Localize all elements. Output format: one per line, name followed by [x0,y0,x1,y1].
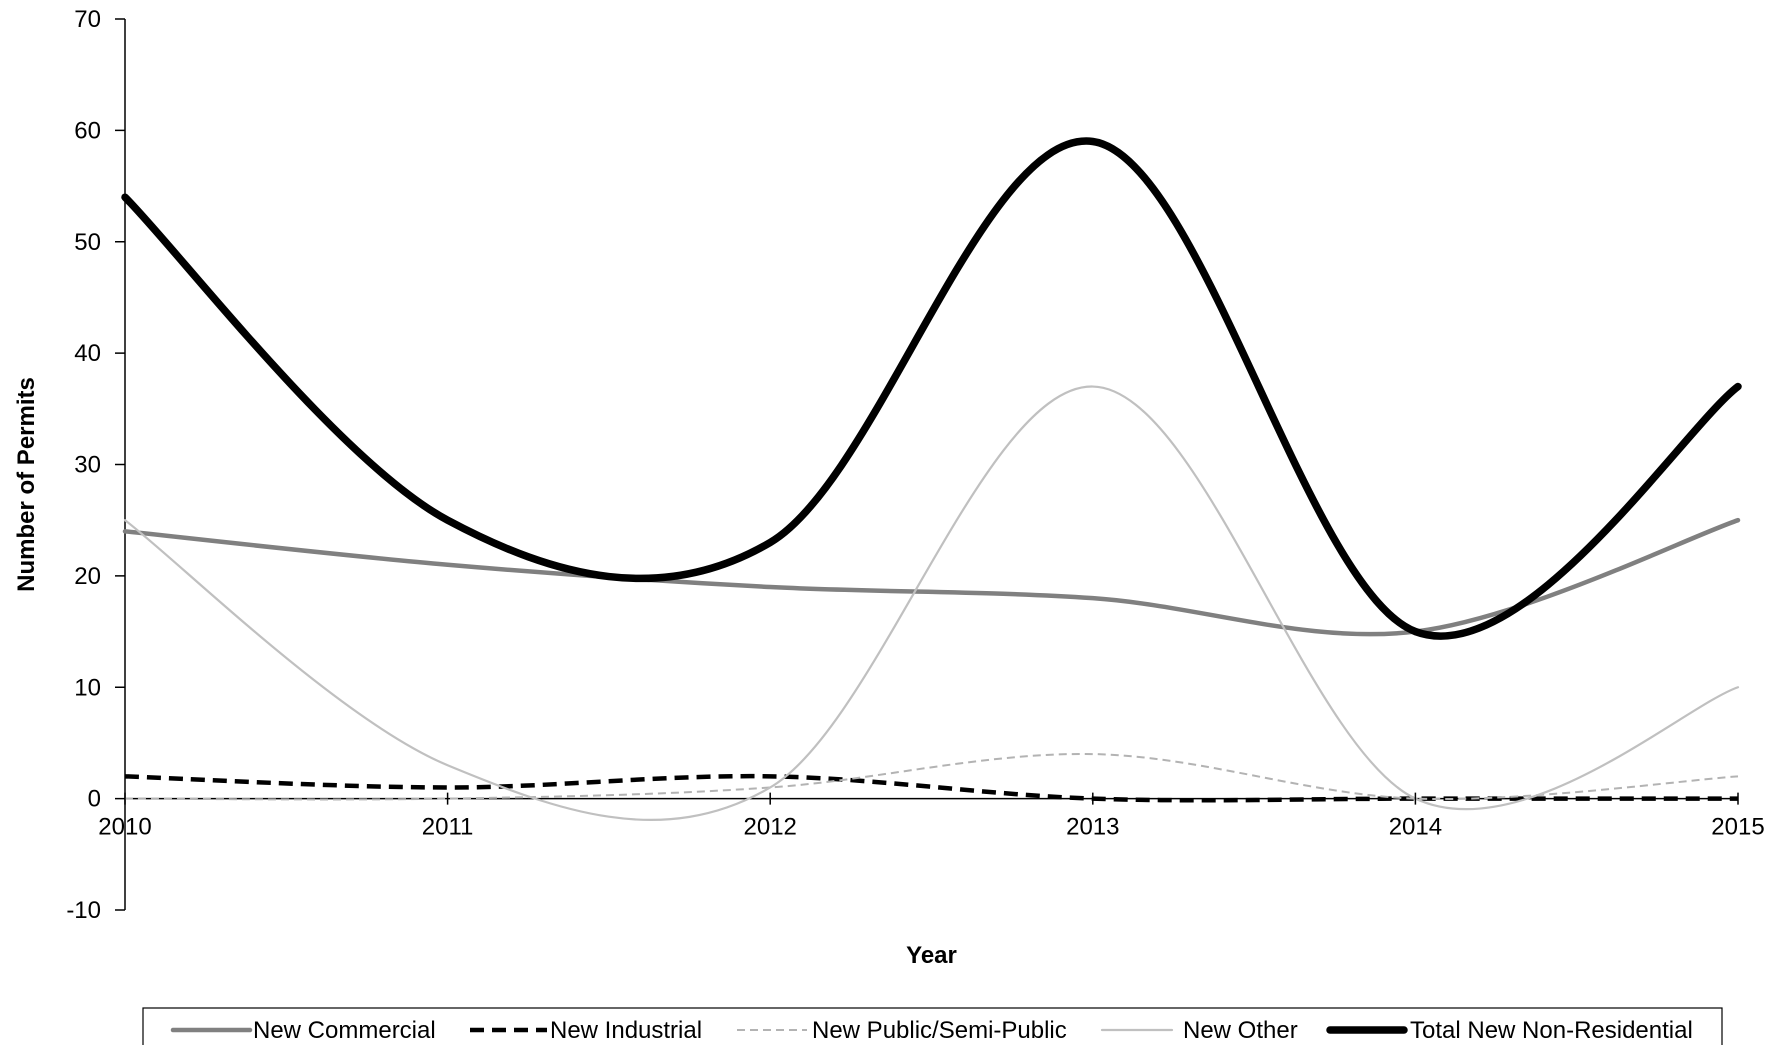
legend-label: New Other [1183,1017,1298,1044]
x-tick-label: 2010 [98,814,151,841]
y-tick-label: 20 [74,563,101,590]
y-tick-label: 70 [74,6,101,33]
x-tick-label: 2011 [422,814,474,841]
legend: New Commercial New Industrial New Public/S… [142,1007,1723,1045]
x-tick-label: 2013 [1066,814,1119,841]
y-tick-label: 10 [74,674,101,701]
legend-label: New Industrial [550,1017,702,1044]
series-line-new-industrial [124,773,1738,803]
legend-label: New Commercial [253,1017,436,1044]
series-line-total-new-non-residential [121,137,1742,640]
y-tick-label: 30 [74,452,101,479]
legend-box [142,1007,1723,1045]
series-layer: 2010 2011 2012 2013 2014 2015 [98,137,1765,841]
x-tick-label: 2012 [744,814,797,841]
y-tick-label: 40 [74,340,101,367]
y-axis: 70 60 50 40 30 20 10 0 -10 [66,6,126,924]
series-line-new-public-semi-public [124,753,1739,801]
y-tick-label: 0 [88,786,101,813]
y-tick-label: 60 [74,117,101,144]
series-line-new-commercial [122,517,1741,637]
x-tick-label: 2014 [1389,814,1442,841]
legend-items: New Commercial New Industrial New Public/S… [170,1017,1693,1044]
x-axis-title: Year [906,942,957,969]
series-line-new-other [123,385,1740,822]
x-tick-label: 2015 [1711,814,1764,841]
legend-label: New Public/Semi-Public [812,1017,1067,1044]
y-axis-title: Number of Permits [13,377,40,592]
y-tick-label: -10 [66,897,101,924]
y-tick-label: 50 [74,229,101,256]
legend-label: Total New Non-Residential [1410,1017,1693,1044]
